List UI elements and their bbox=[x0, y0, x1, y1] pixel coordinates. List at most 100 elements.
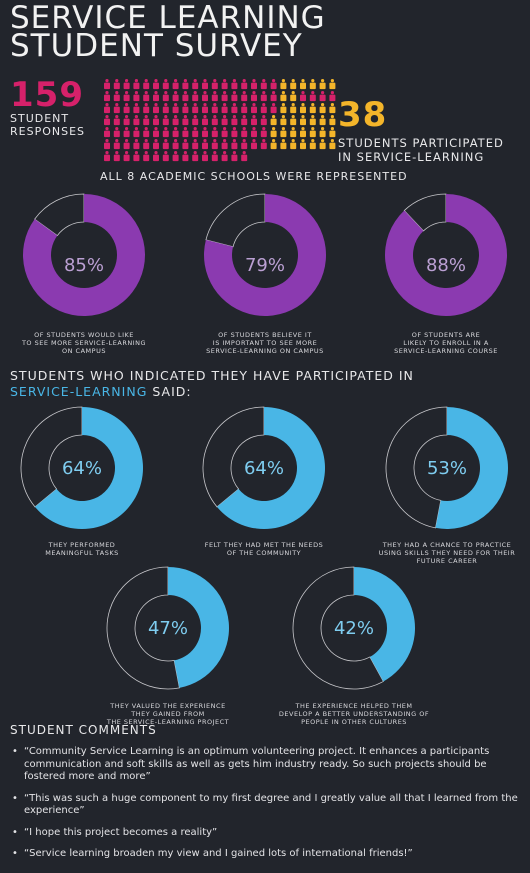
donut-8-caption-line: PEOPLE IN OTHER CULTURES bbox=[301, 718, 407, 726]
person-icon bbox=[231, 139, 238, 150]
person-icon bbox=[260, 103, 267, 114]
donut-card-2: 79% OF STUDENTS BELIEVE IT IS IMPORTANT … bbox=[203, 193, 327, 355]
person-icon bbox=[153, 103, 159, 114]
person-icon bbox=[319, 115, 326, 126]
purple-donuts-row: 85% OF STUDENTS WOULD LIKE TO SEE MORE S… bbox=[0, 188, 530, 358]
person-icon bbox=[280, 103, 287, 114]
donut-remainder-segment bbox=[202, 406, 265, 508]
person-icon bbox=[113, 139, 120, 150]
person-icon bbox=[153, 115, 159, 126]
donut-value-segment bbox=[22, 194, 145, 316]
person-icon bbox=[133, 127, 140, 138]
person-icon bbox=[211, 115, 218, 126]
person-icon bbox=[123, 139, 130, 150]
person-icon bbox=[309, 91, 316, 102]
person-icon bbox=[153, 91, 159, 102]
donut-7-caption-line: THE SERVICE-LEARNING PROJECT bbox=[106, 718, 230, 726]
donut-1-percent: 85% bbox=[63, 255, 104, 276]
person-icon bbox=[241, 103, 248, 114]
person-icon bbox=[162, 91, 169, 102]
donut-card-7: 47% THEY VALUED THE EXPERIENCE THEY GAIN… bbox=[106, 566, 230, 726]
person-icon bbox=[329, 91, 336, 102]
person-icon bbox=[162, 103, 169, 114]
person-icon bbox=[290, 79, 297, 90]
donut-card-8: 42% THE EXPERIENCE HELPED THEM DEVELOP A… bbox=[279, 566, 429, 726]
person-icon bbox=[221, 151, 228, 162]
page-title: SERVICE LEARNING STUDENT SURVEY bbox=[10, 3, 326, 62]
donut-6-caption: THEY HAD A CHANCE TO PRACTICE USING SKIL… bbox=[373, 541, 521, 565]
person-icon bbox=[113, 103, 120, 114]
person-icon bbox=[270, 139, 277, 150]
person-icon bbox=[182, 115, 189, 126]
person-icon bbox=[231, 127, 238, 138]
participants-heading-line-2: SERVICE-LEARNING SAID: bbox=[10, 384, 414, 400]
person-icon bbox=[192, 115, 199, 126]
donut-value-segment bbox=[168, 567, 229, 688]
person-icon bbox=[182, 127, 189, 138]
participated-label-1: STUDENTS PARTICIPATED bbox=[338, 136, 504, 150]
person-icon bbox=[319, 91, 326, 102]
donut-6-caption-line: FUTURE CAREER bbox=[416, 557, 478, 565]
person-icon bbox=[172, 103, 179, 114]
donut-1-caption: OF STUDENTS WOULD LIKE TO SEE MORE SERVI… bbox=[12, 331, 156, 355]
donut-chart-5 bbox=[202, 406, 325, 529]
person-icon bbox=[290, 127, 297, 138]
person-icon bbox=[231, 151, 238, 162]
person-icon bbox=[162, 127, 169, 138]
donut-card-3: 88% OF STUDENTS ARE LIKELY TO ENROLL IN … bbox=[384, 193, 508, 355]
person-icon bbox=[211, 139, 218, 150]
participants-heading-highlight: SERVICE-LEARNING bbox=[10, 384, 148, 399]
person-icon bbox=[319, 139, 326, 150]
person-icon bbox=[172, 115, 179, 126]
participated-block: 38 STUDENTS PARTICIPATED IN SERVICE-LEAR… bbox=[338, 98, 504, 164]
person-icon bbox=[300, 139, 306, 150]
donut-2-caption: OF STUDENTS BELIEVE IT IS IMPORTANT TO S… bbox=[193, 331, 337, 355]
person-icon bbox=[309, 127, 316, 138]
comment-item: “Community Service Learning is an optimu… bbox=[10, 746, 525, 784]
person-icon bbox=[309, 115, 316, 126]
donut-2-caption-line: OF STUDENTS BELIEVE IT bbox=[218, 331, 312, 339]
person-icon bbox=[192, 127, 199, 138]
person-icon bbox=[113, 91, 120, 102]
person-icon bbox=[182, 103, 189, 114]
person-icon bbox=[143, 115, 150, 126]
person-icon bbox=[143, 151, 150, 162]
donut-8-percent: 42% bbox=[333, 618, 374, 639]
person-icon bbox=[241, 91, 248, 102]
person-icon bbox=[172, 79, 179, 90]
participants-heading: STUDENTS WHO INDICATED THEY HAVE PARTICI… bbox=[10, 368, 414, 400]
person-icon bbox=[251, 115, 257, 126]
person-icon bbox=[251, 103, 257, 114]
participated-number: 38 bbox=[338, 95, 388, 135]
donut-value-segment bbox=[204, 194, 326, 316]
person-icon bbox=[260, 127, 267, 138]
person-icon bbox=[211, 103, 218, 114]
person-icon bbox=[300, 103, 306, 114]
person-icon bbox=[113, 115, 120, 126]
person-icon bbox=[143, 103, 150, 114]
person-icon bbox=[153, 151, 159, 162]
person-icon bbox=[329, 127, 336, 138]
person-icon bbox=[270, 79, 277, 90]
person-icon bbox=[162, 151, 169, 162]
donut-1-caption-line: TO SEE MORE SERVICE-LEARNING bbox=[21, 339, 147, 347]
donut-chart-7 bbox=[106, 566, 229, 690]
donut-remainder-segment bbox=[34, 193, 85, 237]
participants-heading-line-1: STUDENTS WHO INDICATED THEY HAVE PARTICI… bbox=[10, 368, 414, 383]
donut-1-caption-line: ON CAMPUS bbox=[62, 347, 106, 355]
person-icon bbox=[319, 127, 326, 138]
person-icon bbox=[143, 79, 150, 90]
person-icon bbox=[153, 79, 159, 90]
person-icon bbox=[104, 139, 110, 150]
person-icon bbox=[123, 127, 130, 138]
student-pictogram bbox=[104, 79, 336, 162]
person-icon bbox=[113, 151, 120, 162]
person-icon bbox=[221, 139, 228, 150]
person-icon bbox=[260, 115, 267, 126]
person-icon bbox=[309, 79, 316, 90]
person-icon bbox=[182, 79, 189, 90]
donut-2-percent: 79% bbox=[244, 255, 285, 276]
person-icon bbox=[211, 91, 218, 102]
person-icon bbox=[182, 139, 189, 150]
donut-card-4: 64% THEY PERFORMED MEANINGFUL TASKS bbox=[20, 406, 144, 557]
